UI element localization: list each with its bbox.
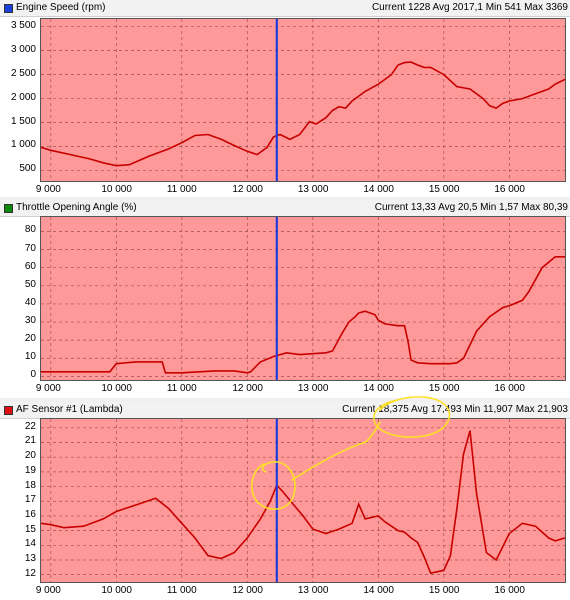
- y-tick-label: 19: [24, 464, 36, 476]
- plot-area[interactable]: [40, 18, 566, 182]
- x-tick-label: 15 000: [428, 585, 460, 596]
- x-tick-label: 12 000: [232, 585, 263, 596]
- y-tick-label: 21: [24, 435, 36, 447]
- panel-title: Engine Speed (rpm): [16, 2, 106, 13]
- x-tick-label: 10 000: [101, 585, 132, 596]
- x-tick-label: 13 000: [297, 184, 329, 195]
- x-tick-label: 9 000: [35, 383, 61, 394]
- x-tick-label: 9 000: [35, 184, 61, 195]
- chart-svg: [40, 19, 566, 181]
- series-line: [40, 430, 566, 575]
- y-tick-label: 20: [24, 450, 36, 462]
- y-tick-label: 2 000: [10, 91, 36, 103]
- panel-title: AF Sensor #1 (Lambda): [16, 404, 123, 415]
- y-tick-label: 3 500: [10, 19, 36, 31]
- y-tick-label: 30: [24, 315, 36, 327]
- x-tick-label: 11 000: [166, 184, 197, 195]
- panel-header: Throttle Opening Angle (%) Current 13,33…: [0, 200, 570, 217]
- plot-area[interactable]: [40, 418, 566, 583]
- x-tick-label: 12 000: [232, 184, 263, 195]
- y-tick-label: 60: [24, 260, 36, 272]
- chart-svg: [41, 217, 565, 380]
- y-tick-label: 14: [24, 538, 36, 550]
- x-tick-label: 9 000: [35, 585, 61, 596]
- panel-stats: Current 13,33 Avg 20,5 Min 1,57 Max 80,3…: [374, 202, 568, 213]
- y-tick-label: 70: [24, 242, 36, 254]
- series-line: [40, 61, 566, 167]
- y-tick-label: 80: [24, 224, 36, 236]
- panel-title: Throttle Opening Angle (%): [16, 202, 137, 213]
- x-tick-label: 14 000: [363, 585, 394, 596]
- panel-header: AF Sensor #1 (Lambda) Current 18,375 Avg…: [0, 402, 570, 419]
- x-tick-label: 14 000: [363, 184, 394, 195]
- y-tick-label: 12: [24, 567, 36, 579]
- y-tick-label: 22: [24, 420, 36, 432]
- panel-separator: [0, 398, 570, 404]
- legend-square-icon: [4, 406, 13, 415]
- x-tick-label: 10 000: [101, 383, 132, 394]
- x-tick-label: 12 000: [232, 383, 263, 394]
- x-tick-label: 16 000: [494, 383, 525, 394]
- y-tick-label: 40: [24, 296, 36, 308]
- y-tick-label: 2 500: [10, 67, 36, 79]
- x-tick-label: 16 000: [494, 585, 525, 596]
- chart-svg: [40, 419, 566, 582]
- series-line: [41, 255, 565, 374]
- x-tick-label: 11 000: [166, 383, 197, 394]
- legend-square-icon: [4, 204, 13, 213]
- y-tick-label: 3 000: [10, 43, 36, 55]
- x-tick-label: 15 000: [428, 184, 460, 195]
- y-tick-label: 1 500: [10, 115, 36, 127]
- x-tick-label: 11 000: [166, 585, 197, 596]
- y-tick-label: 17: [24, 494, 36, 506]
- engine-speed-panel: Engine Speed (rpm) Current 1228 Avg 2017…: [0, 0, 570, 200]
- y-tick-label: 50: [24, 278, 36, 290]
- x-tick-label: 10 000: [101, 184, 132, 195]
- y-tick-label: 15: [24, 523, 36, 535]
- y-tick-label: 10: [24, 351, 36, 363]
- panel-stats: Current 18,375 Avg 17,493 Min 11,907 Max…: [342, 404, 568, 415]
- y-tick-label: 18: [24, 479, 36, 491]
- af-sensor-panel: AF Sensor #1 (Lambda) Current 18,375 Avg…: [0, 402, 570, 600]
- legend-square-icon: [4, 4, 13, 13]
- panel-header: Engine Speed (rpm) Current 1228 Avg 2017…: [0, 0, 570, 17]
- x-tick-label: 14 000: [363, 383, 394, 394]
- y-tick-label: 13: [24, 552, 36, 564]
- y-tick-label: 500: [19, 163, 36, 175]
- x-tick-label: 16 000: [494, 184, 525, 195]
- y-tick-label: 16: [24, 508, 36, 520]
- plot-area[interactable]: [40, 216, 566, 381]
- x-tick-label: 13 000: [297, 585, 329, 596]
- panel-stats: Current 1228 Avg 2017,1 Min 541 Max 3369: [371, 2, 568, 13]
- y-tick-label: 1 000: [10, 139, 36, 151]
- x-tick-label: 13 000: [297, 383, 329, 394]
- y-tick-label: 20: [24, 333, 36, 345]
- throttle-panel: Throttle Opening Angle (%) Current 13,33…: [0, 200, 570, 403]
- x-tick-label: 15 000: [428, 383, 460, 394]
- y-tick-label: 0: [30, 369, 36, 381]
